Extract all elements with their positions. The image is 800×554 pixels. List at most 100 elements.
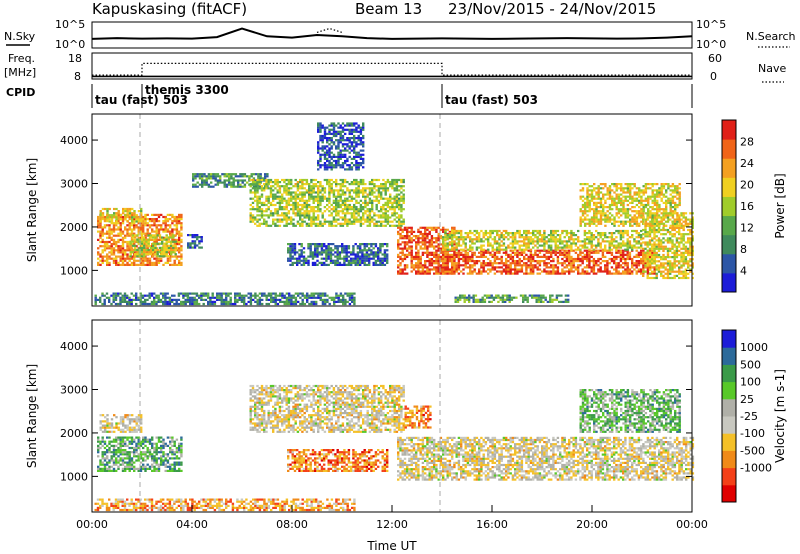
scatter-cell (265, 298, 268, 301)
scatter-cell (330, 132, 333, 135)
scatter-cell (488, 296, 491, 299)
scatter-cell (412, 266, 416, 269)
scatter-cell (258, 224, 261, 227)
scatter-cell (330, 191, 333, 194)
scatter-cell (563, 249, 566, 252)
scatter-cell (128, 228, 131, 231)
scatter-cell (172, 246, 175, 249)
scatter-cell (108, 296, 111, 299)
scatter-cell (455, 238, 458, 241)
scatter-cell (228, 183, 231, 186)
scatter-cell (234, 296, 237, 299)
scatter-cell (359, 210, 363, 213)
scatter-cell (306, 296, 309, 299)
scatter-cell (283, 300, 286, 303)
scatter-cell (292, 197, 295, 200)
scatter-cell (339, 157, 342, 160)
scatter-cell (205, 175, 208, 178)
scatter-cell (570, 266, 573, 269)
scatter-cell (570, 260, 573, 263)
scatter-cell (363, 255, 366, 258)
scatter-cell (131, 234, 135, 237)
scatter-cell (285, 298, 289, 301)
scatter-cell (523, 255, 526, 258)
scatter-cell (300, 263, 303, 266)
scatter-cell (278, 187, 282, 190)
scatter-cell (134, 255, 137, 258)
scatter-cell (258, 222, 261, 225)
scatter-cell (559, 242, 562, 245)
scatter-cell (617, 242, 620, 245)
scatter-cell (272, 214, 275, 217)
scatter-cell (130, 292, 133, 295)
scatter-cell (590, 240, 593, 243)
scatter-cell (399, 251, 402, 254)
scatter-cell (108, 207, 111, 211)
scatter-cell (439, 260, 443, 263)
scatter-cell (173, 263, 176, 266)
scatter-cell (135, 292, 138, 295)
scatter-cell (191, 236, 194, 239)
scatter-cell (310, 193, 313, 196)
scatter-cell (372, 261, 375, 264)
scatter-cell (536, 260, 539, 263)
scatter-cell (292, 206, 295, 209)
scatter-cell (430, 243, 434, 246)
scatter-cell (428, 251, 431, 254)
scatter-cell (99, 245, 102, 248)
scatter-cell (117, 222, 120, 225)
scatter-cell (637, 253, 641, 256)
scatter-cell (140, 207, 143, 211)
scatter-cell (410, 262, 413, 265)
scatter-cell (97, 257, 100, 260)
scatter-cell (366, 220, 369, 223)
scatter-cell (287, 181, 291, 184)
scatter-cell (162, 292, 165, 295)
scatter-cell (473, 251, 476, 254)
scatter-cell (424, 270, 427, 273)
scatter-cell (455, 264, 458, 267)
scatter-cell (383, 251, 387, 254)
scatter-cell (406, 228, 409, 231)
scatter-cell (403, 257, 407, 261)
scatter-cell (308, 187, 311, 190)
scatter-cell (406, 241, 409, 244)
scatter-cell (493, 260, 497, 263)
scatter-cell (148, 294, 151, 297)
scatter-cell (202, 298, 205, 301)
scatter-cell (128, 232, 131, 235)
scatter-cell (397, 239, 400, 242)
scatter-cell (364, 195, 367, 198)
scatter-cell (142, 261, 145, 264)
scatter-cell (254, 218, 257, 221)
scatter-cell (296, 185, 300, 188)
scatter-cell (613, 232, 616, 235)
scatter-cell (453, 240, 456, 243)
scatter-cell (332, 243, 335, 246)
scatter-cell (173, 298, 176, 301)
scatter-cell (193, 246, 197, 249)
scatter-cell (99, 232, 102, 235)
scatter-cell (377, 191, 381, 194)
scatter-cell (448, 255, 452, 258)
scatter-cell (570, 248, 573, 251)
scatter-cell (417, 253, 420, 256)
scatter-cell (415, 243, 418, 246)
scatter-cell (227, 294, 230, 297)
scatter-cell (386, 181, 390, 184)
scatter-cell (619, 232, 623, 235)
scatter-cell (166, 230, 170, 233)
scatter-cell (462, 248, 465, 251)
scatter-cell (154, 234, 157, 237)
scatter-cell (426, 232, 429, 236)
scatter-cell (473, 253, 476, 256)
scatter-cell (635, 264, 638, 267)
scatter-cell (348, 122, 351, 125)
scatter-cell (305, 210, 309, 213)
scatter-cell (518, 262, 521, 265)
scatter-cell (368, 189, 372, 192)
scatter-cell (359, 218, 363, 221)
scatter-cell (410, 237, 413, 240)
scatter-cell (453, 266, 456, 269)
